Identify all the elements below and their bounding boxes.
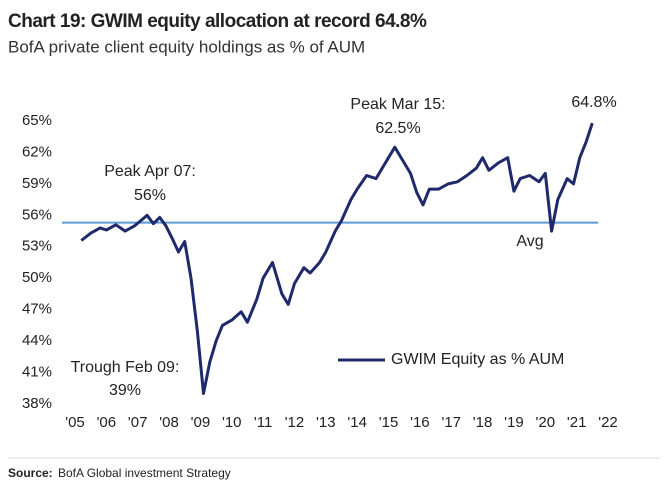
y-tick-label: 50% [22, 269, 52, 286]
x-tick-label: '14 [347, 414, 367, 431]
legend-label: GWIM Equity as % AUM [391, 351, 564, 368]
x-tick-label: '05 [65, 414, 85, 431]
x-tick-label: '16 [410, 414, 430, 431]
y-tick-label: 38% [22, 395, 52, 412]
average-label: Avg [516, 233, 543, 250]
annotation: Trough Feb 09: [71, 359, 180, 376]
x-tick-label: '17 [441, 414, 461, 431]
x-tick-label: '08 [159, 414, 179, 431]
y-tick-label: 65% [22, 112, 52, 129]
x-tick-label: '11 [254, 414, 272, 431]
source: BofA Global investment Strategy [58, 466, 231, 480]
source-label: Source: [8, 466, 53, 480]
annotation: 64.8% [571, 94, 616, 111]
annotation: Peak Apr 07: [104, 163, 196, 180]
y-tick-label: 41% [22, 364, 52, 381]
y-tick-label: 62% [22, 143, 52, 160]
annotation: 62.5% [375, 120, 420, 137]
annotation: Peak Mar 15: [350, 96, 445, 113]
y-tick-label: 53% [22, 238, 52, 255]
chart-title: Chart 19: GWIM equity allocation at reco… [8, 11, 427, 32]
x-tick-label: '06 [97, 414, 117, 431]
x-tick-label: '12 [285, 414, 305, 431]
x-tick-label: '19 [504, 414, 524, 431]
x-tick-label: '09 [191, 414, 211, 431]
y-tick-label: 59% [22, 175, 52, 192]
x-tick-label: '21 [567, 414, 587, 431]
x-tick-label: '18 [473, 414, 493, 431]
y-tick-label: 47% [22, 301, 52, 318]
x-tick-label: '10 [222, 414, 242, 431]
x-tick-label: '13 [316, 414, 336, 431]
annotation: 56% [134, 187, 166, 204]
x-tick-label: '07 [128, 414, 148, 431]
data-line [80, 122, 594, 395]
annotation: 39% [109, 382, 141, 399]
x-tick-label: '20 [536, 414, 556, 431]
chart-subtitle: BofA private client equity holdings as %… [8, 37, 365, 56]
x-tick-label: '15 [379, 414, 399, 431]
y-tick-label: 56% [22, 206, 52, 223]
y-tick-label: 44% [22, 332, 52, 349]
x-tick-label: '22 [598, 414, 618, 431]
